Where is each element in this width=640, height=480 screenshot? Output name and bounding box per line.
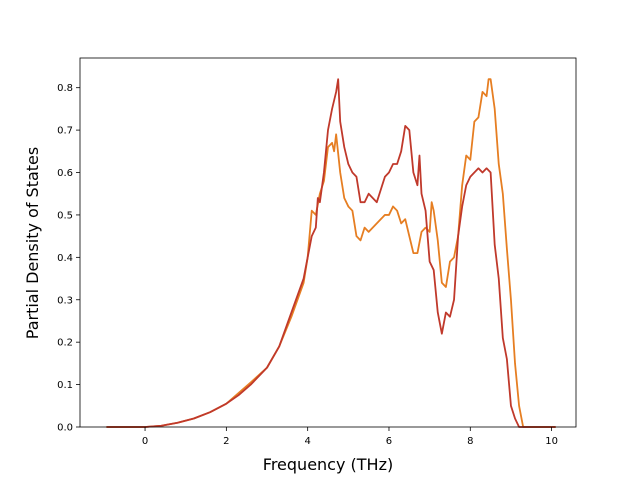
x-tick-label: 6 [386, 436, 392, 447]
x-tick-label: 10 [545, 436, 558, 447]
y-tick-label: 0.1 [57, 380, 73, 391]
x-axis-label: Frequency (THz) [263, 455, 393, 474]
y-axis-ticks: 0.0 0.1 0.2 0.3 0.4 0.5 0.6 0.7 0.8 [57, 83, 80, 434]
x-tick-label: 2 [223, 436, 229, 447]
y-axis-label: Partial Density of States [23, 147, 42, 339]
series-line-2 [106, 78, 556, 428]
y-tick-label: 0.4 [57, 253, 73, 264]
y-tick-label: 0.3 [57, 295, 73, 306]
series-layer [106, 78, 556, 428]
axes-frame [79, 57, 577, 428]
series-line-1 [106, 78, 556, 428]
x-tick-label: 0 [142, 436, 148, 447]
y-tick-label: 0.7 [57, 126, 73, 137]
x-axis-ticks: 0 2 4 6 8 10 [142, 427, 558, 447]
x-tick-label: 8 [467, 436, 473, 447]
y-tick-label: 0.8 [57, 83, 73, 94]
y-tick-label: 0.5 [57, 210, 73, 221]
x-tick-label: 4 [304, 436, 310, 447]
y-tick-label: 0.0 [57, 423, 73, 434]
y-tick-label: 0.2 [57, 338, 73, 349]
plot-area [79, 57, 577, 428]
y-tick-label: 0.6 [57, 168, 73, 179]
